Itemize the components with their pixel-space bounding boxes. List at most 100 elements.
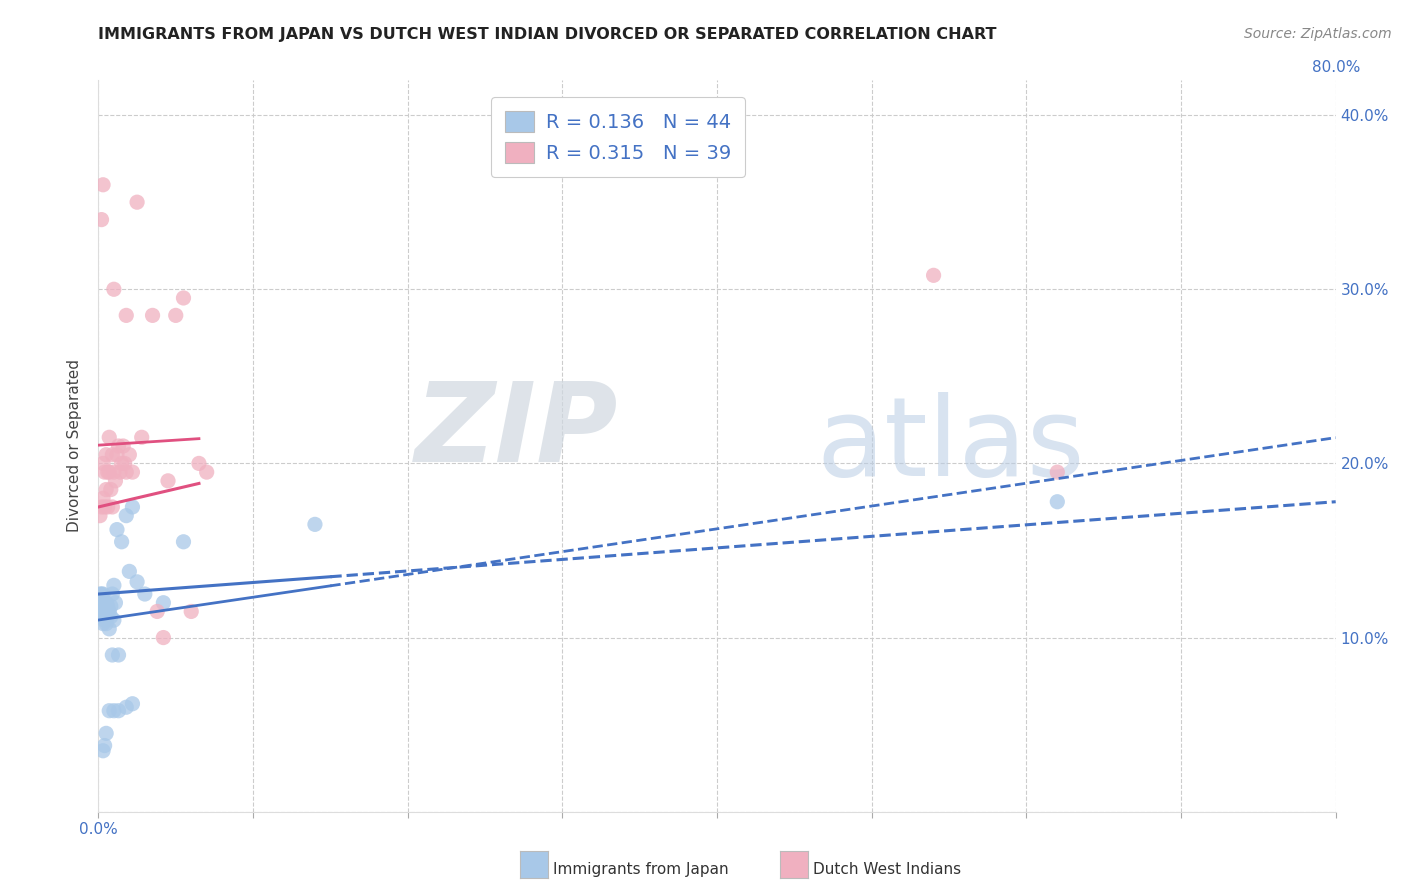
Text: atlas: atlas [815, 392, 1084, 500]
Point [91, 491, 114, 506]
Point [115, 700, 138, 714]
Text: Immigrants from Japan: Immigrants from Japan [553, 863, 728, 877]
Point [131, 430, 153, 444]
Point [89, 508, 111, 523]
Point [100, 609, 122, 624]
Point [96, 726, 118, 740]
Point [93, 465, 115, 479]
Point [90, 604, 112, 618]
Point [90, 587, 112, 601]
Point [152, 596, 174, 610]
Point [107, 648, 129, 662]
Point [97, 609, 120, 624]
Point [98, 465, 121, 479]
Point [115, 309, 138, 323]
Point [108, 465, 131, 479]
Point [96, 448, 118, 462]
Point [121, 500, 143, 514]
Point [101, 587, 124, 601]
Point [180, 604, 202, 618]
Point [96, 609, 118, 624]
Point [111, 457, 134, 471]
Point [97, 500, 120, 514]
Point [118, 565, 141, 579]
Point [188, 457, 211, 471]
Point [93, 599, 115, 614]
Point [103, 613, 125, 627]
Point [98, 704, 121, 718]
Text: Dutch West Indians: Dutch West Indians [813, 863, 960, 877]
Point [97, 465, 120, 479]
Point [93, 739, 115, 753]
Point [152, 631, 174, 645]
Point [91, 596, 114, 610]
Text: Source: ZipAtlas.com: Source: ZipAtlas.com [1244, 27, 1392, 41]
Text: IMMIGRANTS FROM JAPAN VS DUTCH WEST INDIAN DIVORCED OR SEPARATED CORRELATION CHA: IMMIGRANTS FROM JAPAN VS DUTCH WEST INDI… [98, 27, 997, 42]
Point [90, 212, 112, 227]
Point [96, 616, 118, 631]
Point [89, 587, 111, 601]
Text: ZIP: ZIP [415, 378, 619, 485]
Point [103, 465, 125, 479]
Point [127, 195, 149, 210]
Point [146, 604, 169, 618]
Point [121, 465, 143, 479]
Point [96, 604, 118, 618]
Point [157, 474, 180, 488]
Point [101, 500, 124, 514]
Point [112, 439, 135, 453]
Point [127, 574, 149, 589]
Point [922, 268, 945, 283]
Point [100, 599, 122, 614]
Point [115, 465, 138, 479]
Point [90, 599, 112, 614]
Point [93, 604, 115, 618]
Point [90, 596, 112, 610]
Point [121, 697, 143, 711]
Point [97, 599, 120, 614]
Point [100, 483, 122, 497]
Point [107, 704, 129, 718]
Point [1046, 494, 1069, 508]
Point [98, 604, 121, 618]
Point [93, 596, 115, 610]
Point [101, 648, 124, 662]
Point [98, 430, 121, 444]
Point [118, 448, 141, 462]
Point [91, 609, 114, 624]
Point [91, 744, 114, 758]
Point [173, 534, 195, 549]
Point [115, 508, 138, 523]
Point [103, 704, 125, 718]
Point [91, 457, 114, 471]
Point [195, 465, 218, 479]
Point [93, 500, 115, 514]
Point [93, 613, 115, 627]
Point [173, 291, 195, 305]
Point [98, 622, 121, 636]
Point [91, 587, 114, 601]
Y-axis label: Divorced or Separated: Divorced or Separated [67, 359, 83, 533]
Point [107, 439, 129, 453]
Point [91, 599, 114, 614]
Point [97, 604, 120, 618]
Point [89, 596, 111, 610]
Point [101, 448, 124, 462]
Point [104, 474, 127, 488]
Point [165, 309, 187, 323]
Point [114, 457, 136, 471]
Point [134, 587, 156, 601]
Point [91, 616, 114, 631]
Point [91, 604, 114, 618]
Point [105, 448, 128, 462]
Point [304, 517, 326, 532]
Point [104, 596, 127, 610]
Point [142, 309, 165, 323]
Point [105, 523, 128, 537]
Point [103, 282, 125, 296]
Point [96, 483, 118, 497]
Point [96, 596, 118, 610]
Point [90, 500, 112, 514]
Legend: R = 0.136   N = 44, R = 0.315   N = 39: R = 0.136 N = 44, R = 0.315 N = 39 [492, 97, 745, 177]
Point [111, 534, 134, 549]
